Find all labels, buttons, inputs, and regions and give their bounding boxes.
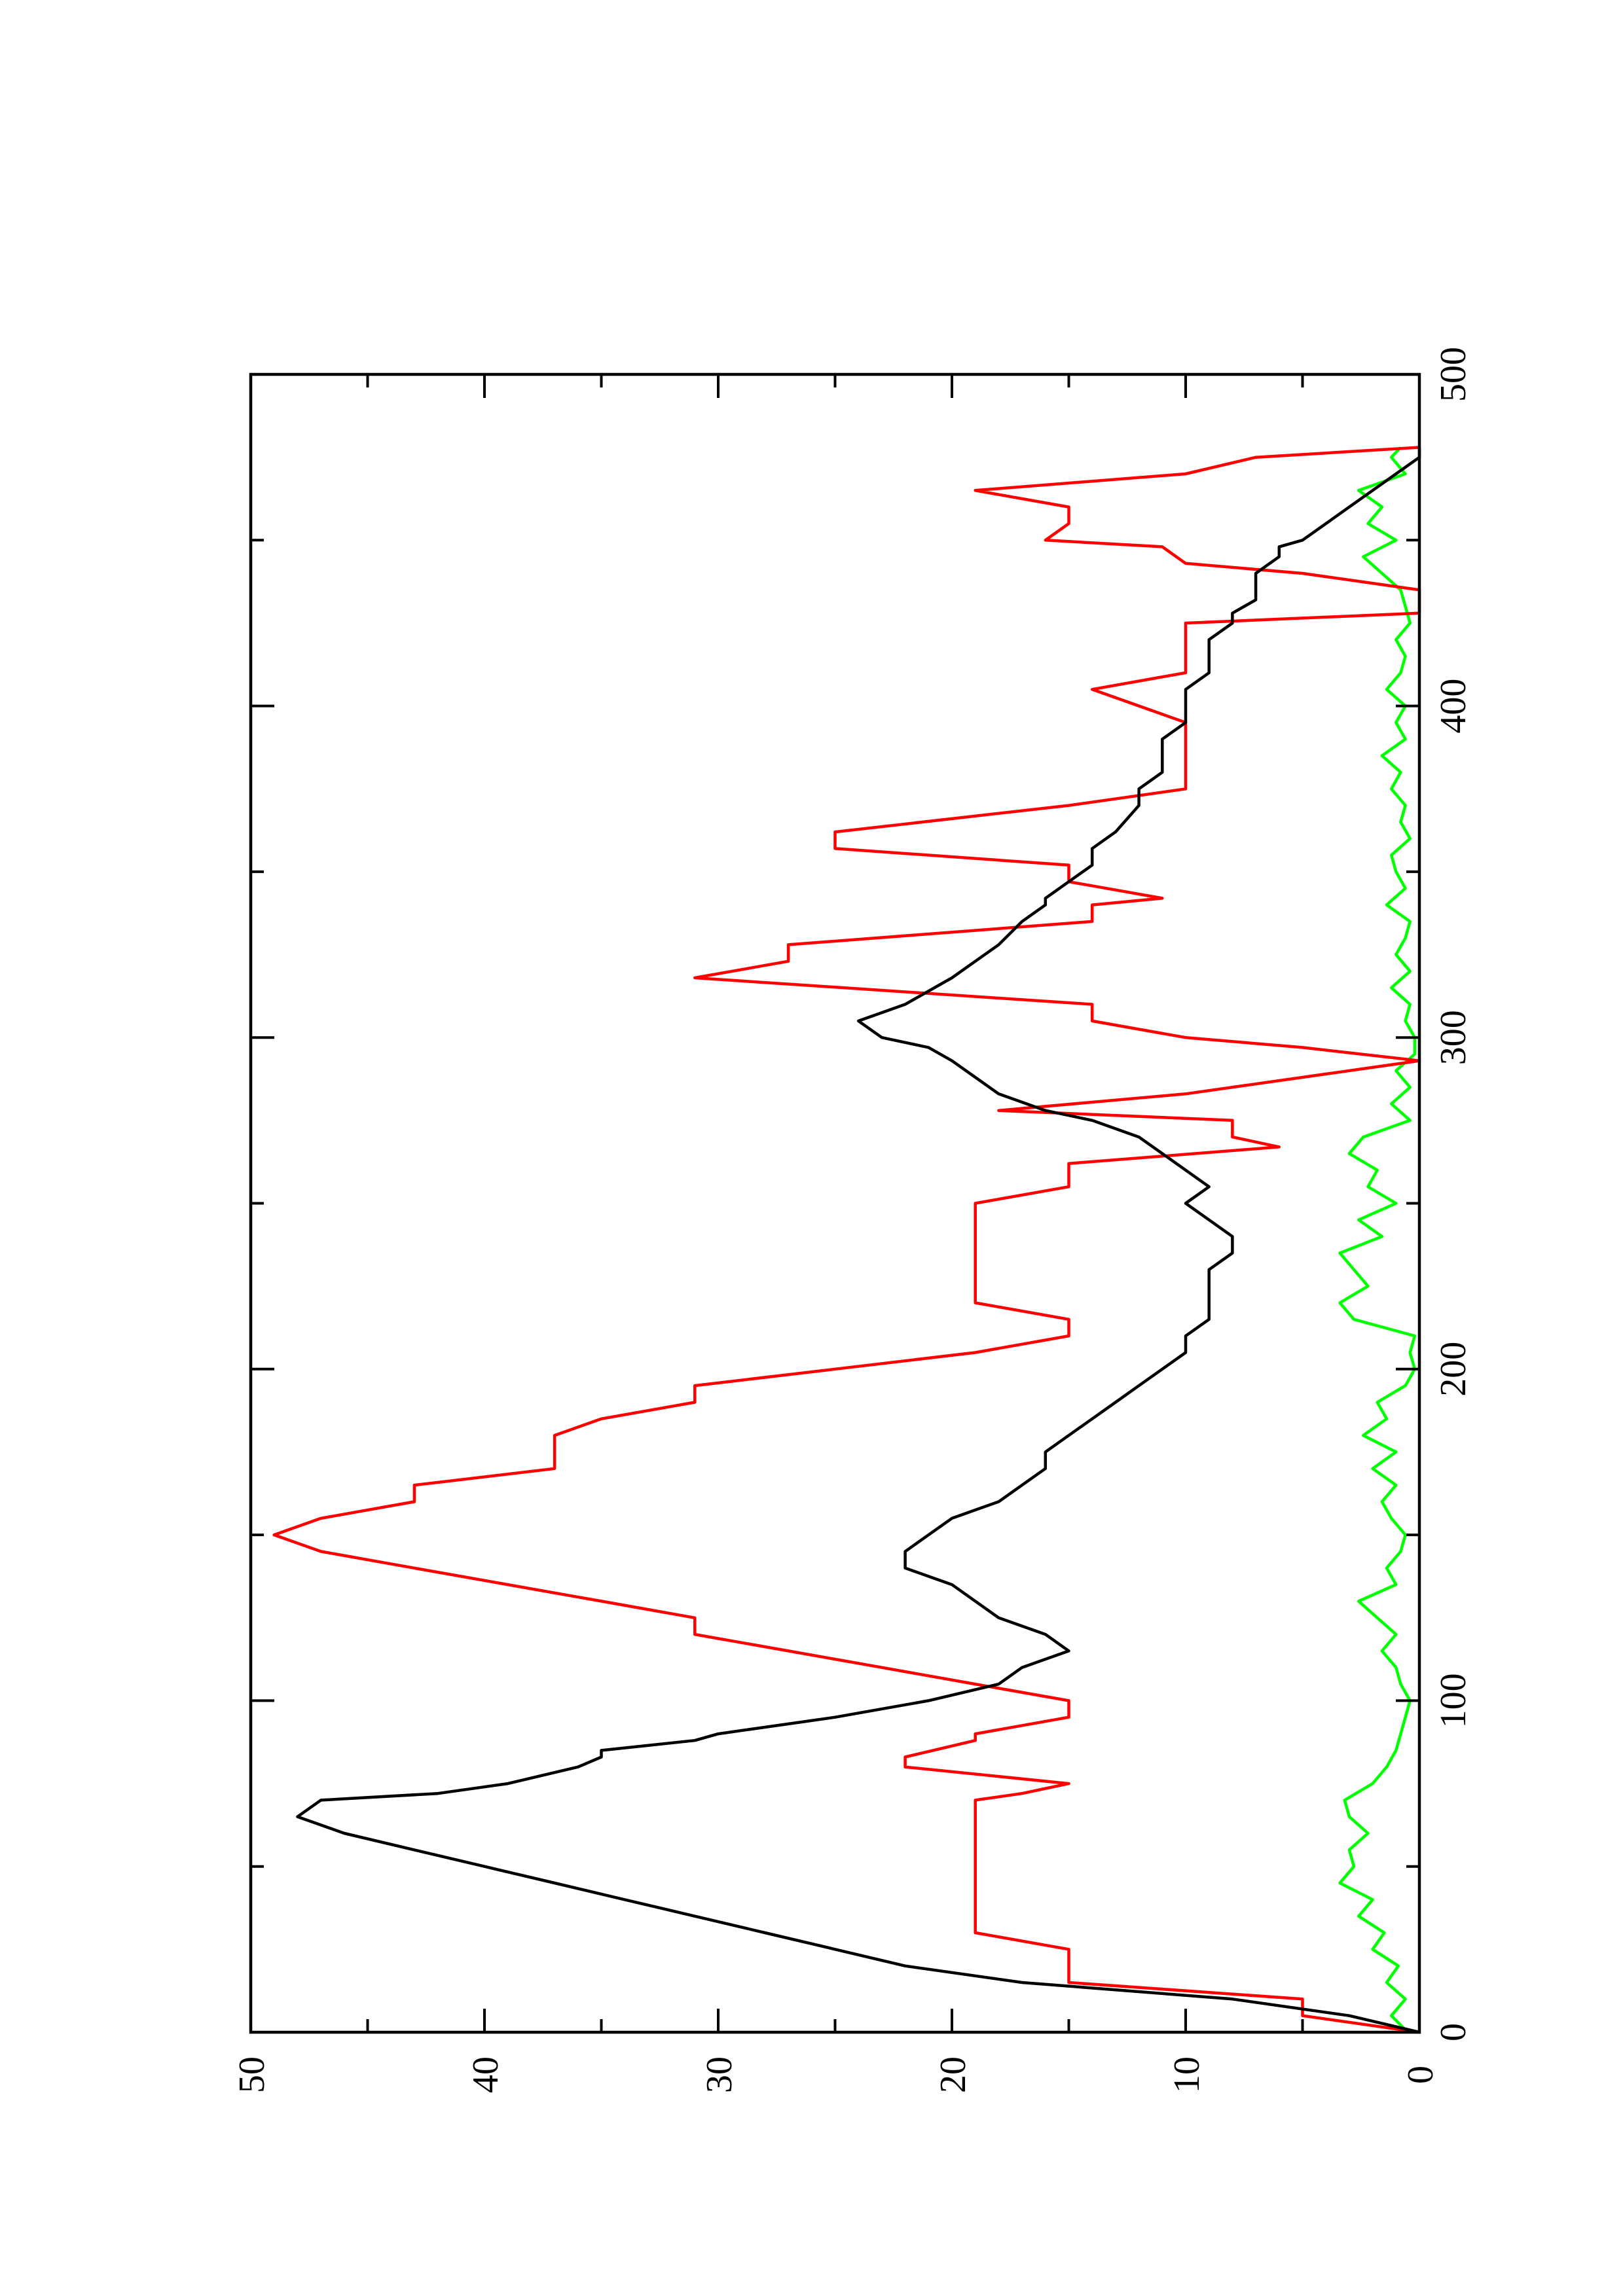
y-tick-label: 10 [1167, 2056, 1207, 2093]
axis-tick-labels: 0 100 200 300 400 500 0 10 20 30 40 50 [232, 347, 1474, 2093]
black-series-line [296, 447, 1421, 2034]
axis-ticks [249, 373, 1421, 2034]
x-tick-label: 200 [1433, 1342, 1474, 1397]
red-series-line [272, 446, 1421, 2034]
y-tick-label: 50 [232, 2056, 272, 2093]
x-tick-label: 100 [1433, 1673, 1474, 1728]
x-tick-label: 400 [1433, 679, 1474, 734]
x-tick-label: 500 [1433, 347, 1474, 402]
y-tick-label: 30 [699, 2056, 740, 2093]
x-tick-label: 0 [1433, 2023, 1474, 2041]
y-tick-label: 0 [1400, 2066, 1441, 2084]
x-tick-label: 300 [1433, 1010, 1474, 1065]
y-tick-label: 20 [933, 2056, 974, 2093]
y-tick-label: 40 [465, 2056, 506, 2093]
